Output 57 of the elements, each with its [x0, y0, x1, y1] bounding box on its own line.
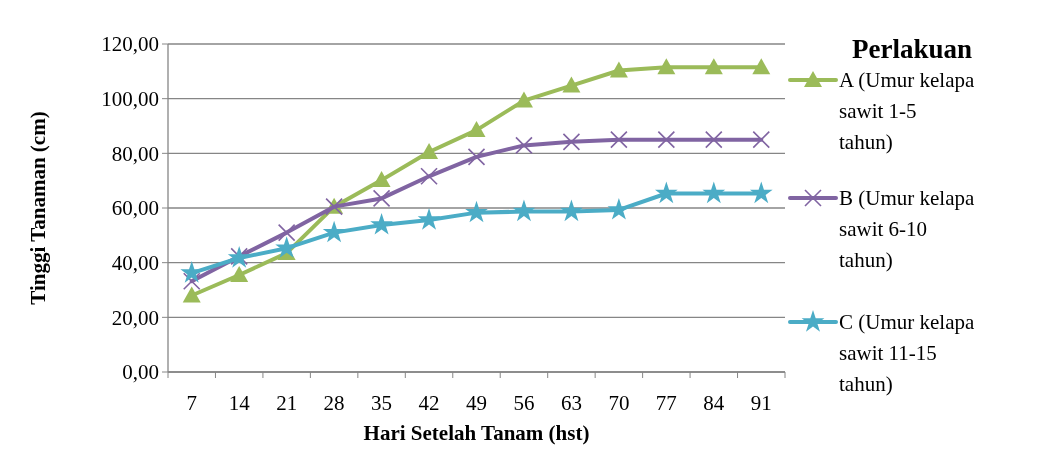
legend-label: A (Umur kelapa sawit 1-5 tahun): [839, 68, 975, 154]
point: [230, 265, 249, 282]
point: [654, 181, 678, 204]
y-axis-title: Tinggi Tanaman (cm): [26, 111, 50, 305]
x-axis-title: Hari Setelah Tanam (hst): [363, 421, 590, 445]
x-tick-label: 28: [323, 391, 345, 415]
point: [562, 76, 581, 93]
y-tick-label: 120,00: [101, 32, 159, 57]
point: [560, 199, 583, 222]
point: [372, 171, 391, 188]
x-tick-label: 77: [655, 391, 677, 415]
x-tick-label: 21: [276, 391, 298, 415]
point: [657, 58, 676, 75]
point: [562, 133, 581, 151]
point: [277, 223, 296, 242]
y-tick-label: 40,00: [111, 251, 159, 276]
point: [420, 167, 438, 186]
point: [514, 91, 533, 108]
x-tick-label: 63: [560, 391, 582, 415]
point: [609, 61, 628, 78]
point: [610, 130, 628, 149]
point: [512, 199, 536, 222]
point: [467, 148, 486, 166]
x-tick-label: 35: [371, 391, 393, 415]
point: [704, 58, 723, 75]
x-tick-label: 56: [513, 391, 535, 415]
legend-title: Perlakuan: [852, 34, 973, 64]
legend-label: C (Umur kelapa sawit 11-15 tahun): [839, 310, 975, 396]
point: [702, 181, 726, 204]
point: [322, 220, 346, 243]
y-tick-label: 20,00: [111, 305, 159, 330]
x-tick-label: 91: [750, 391, 772, 415]
x-tick-label: 70: [608, 391, 630, 415]
point: [372, 189, 391, 208]
point: [657, 130, 676, 149]
point: [515, 136, 533, 155]
point: [182, 286, 201, 303]
legend-label: B (Umur kelapa sawit 6-10 tahun): [839, 186, 975, 272]
x-tick-label: 42: [418, 391, 440, 415]
point: [182, 272, 201, 291]
point: [420, 142, 439, 159]
point: [465, 200, 488, 223]
point: [752, 58, 771, 75]
point: [467, 121, 486, 138]
point: [752, 130, 771, 149]
y-tick-label: 0,00: [122, 360, 159, 385]
x-tick-label: 7: [186, 391, 197, 415]
point: [370, 213, 393, 235]
x-tick-label: 49: [466, 391, 487, 415]
x-tick-label: 84: [703, 391, 725, 415]
point: [705, 130, 723, 149]
point: [417, 208, 441, 230]
point: [749, 181, 773, 204]
y-tick-label: 60,00: [111, 196, 159, 221]
x-tick-label: 14: [228, 391, 251, 415]
y-tick-label: 100,00: [101, 87, 159, 112]
y-tick-label: 80,00: [111, 141, 159, 166]
